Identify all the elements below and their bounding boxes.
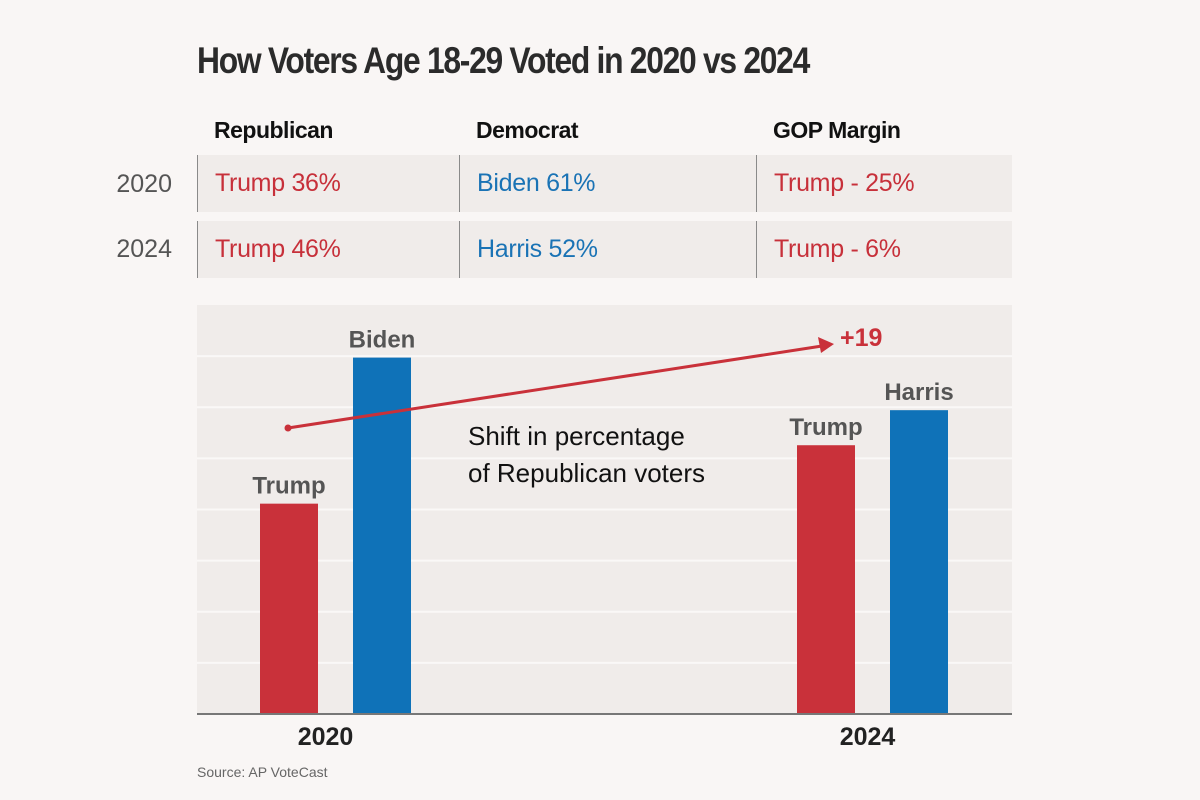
shift-label: +19 (840, 324, 882, 352)
bar-label-trump-2020: Trump (252, 473, 325, 500)
bar-trump-2020 (260, 503, 318, 714)
shift-arrow-line (287, 344, 823, 430)
arrow-head-icon (818, 337, 834, 353)
source-note: Source: AP VoteCast (197, 764, 328, 780)
bar-trump-2024 (797, 445, 855, 714)
cell-margin-2020: Trump - 25% (756, 155, 1012, 212)
cell-margin-2024: Trump - 6% (756, 221, 1012, 278)
row-year-2024: 2024 (116, 235, 172, 263)
bar-label-biden-2020: Biden (349, 327, 416, 354)
row-year-2020: 2020 (116, 170, 172, 198)
cell-democrat-2020: Biden 61% (459, 155, 756, 212)
cell-republican-2020: Trump 36% (197, 155, 459, 212)
annotation-line-2: of Republican voters (468, 458, 705, 488)
plot-background (197, 305, 1012, 714)
bar-harris-2024 (890, 410, 948, 714)
annotation-line-1: Shift in percentage (468, 421, 685, 451)
chart-title: How Voters Age 18-29 Voted in 2020 vs 20… (197, 40, 810, 81)
bar-biden-2020 (353, 357, 411, 714)
x-tick-label-2024: 2024 (840, 723, 896, 751)
cell-republican-2024: Trump 46% (197, 221, 459, 278)
bar-label-trump-2024: Trump (789, 414, 862, 441)
column-header-republican: Republican (214, 117, 333, 143)
column-header-democrat: Democrat (476, 117, 579, 143)
arrow-start-dot (284, 424, 292, 432)
x-tick-label-2020: 2020 (298, 723, 354, 751)
cell-democrat-2024: Harris 52% (459, 221, 756, 278)
bar-label-harris-2024: Harris (884, 379, 953, 406)
column-header-gop-margin: GOP Margin (773, 117, 901, 143)
